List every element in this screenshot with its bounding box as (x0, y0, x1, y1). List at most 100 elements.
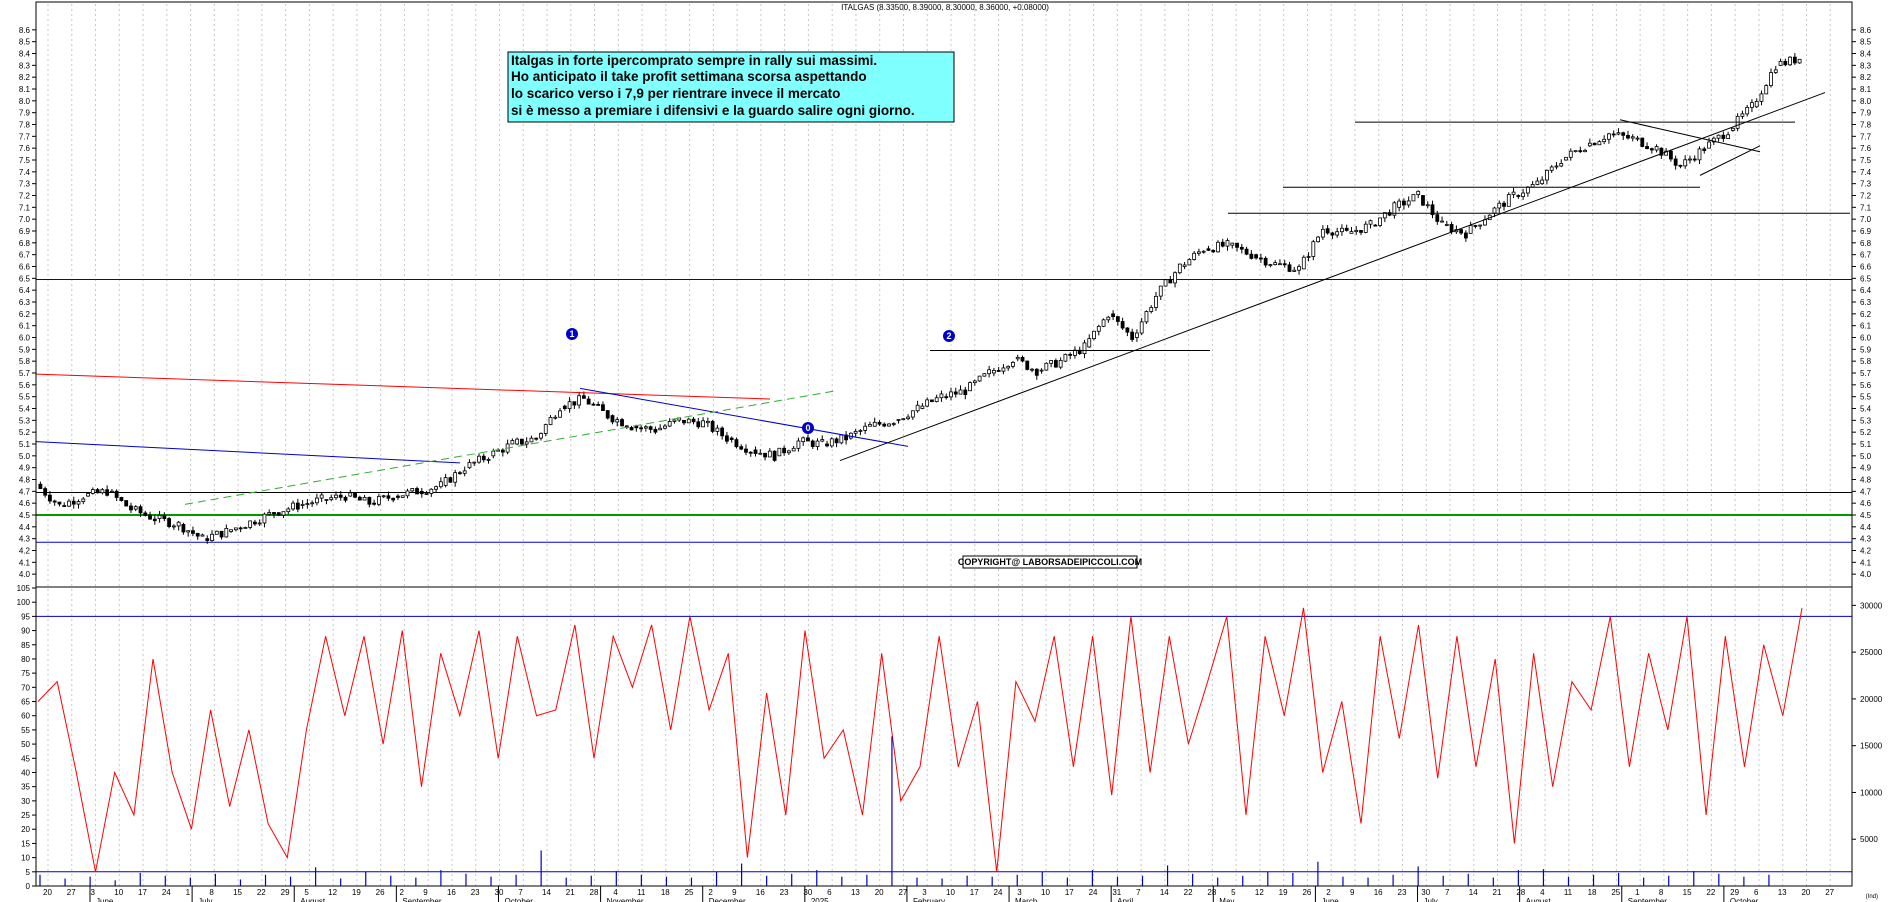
candle-body (334, 494, 338, 499)
candle-body (715, 427, 720, 432)
candle-body (1044, 362, 1049, 371)
candle-body (1611, 133, 1616, 136)
y-tick-label: 6.5 (1860, 274, 1872, 283)
candle-body (1754, 101, 1759, 108)
candle-body (1502, 202, 1506, 207)
candle-body (1468, 225, 1473, 234)
candle-body (1626, 134, 1630, 139)
candle-body (1306, 256, 1311, 258)
x-date-label: 31 (1112, 888, 1121, 897)
candle-body (1034, 368, 1039, 376)
candle-body (1340, 227, 1344, 233)
candle-body (1449, 224, 1454, 233)
corner-label: (Ind) (1866, 894, 1878, 900)
candle-body (1335, 231, 1340, 236)
candle-body (558, 410, 562, 418)
candle-body (1387, 212, 1392, 216)
candle-body (1273, 262, 1278, 266)
candle-body (157, 514, 162, 519)
candle-body (90, 489, 95, 494)
osc-tick-label: 5 (26, 868, 31, 877)
candle-body (939, 393, 944, 399)
oscillator-series-line (37, 607, 1803, 872)
osc-tick-label: 0 (26, 882, 31, 891)
x-date-label: 16 (756, 888, 765, 897)
candle-body (1597, 141, 1602, 146)
candle-body (643, 426, 648, 429)
candle-body (748, 451, 753, 454)
x-date-label: 24 (162, 888, 171, 897)
y-tick-label: 6.2 (19, 310, 31, 319)
candle-body (601, 404, 605, 411)
candle-body (829, 438, 834, 447)
candle-body (1216, 241, 1220, 253)
volume-tick-label: 10000 (1860, 788, 1883, 797)
candle-body (1511, 191, 1516, 195)
y-tick-label: 5.6 (1860, 381, 1872, 390)
y-tick-label: 6.9 (19, 227, 31, 236)
candle-body (791, 447, 796, 452)
candle-body (1645, 146, 1649, 150)
candle-body (200, 534, 205, 537)
candle-body (1692, 158, 1697, 161)
y-tick-label: 7.5 (19, 156, 31, 165)
candle-body (67, 500, 71, 507)
candle-body (658, 427, 663, 431)
candle-body (1416, 190, 1421, 195)
y-tick-label: 7.9 (1860, 109, 1872, 118)
y-tick-label: 7.2 (1860, 192, 1872, 201)
candle-body (1187, 259, 1192, 266)
y-tick-label: 6.6 (19, 263, 31, 272)
y-tick-label: 6.9 (1860, 227, 1872, 236)
candle-body (1163, 279, 1168, 287)
y-tick-label: 7.7 (19, 132, 31, 141)
x-date-label: 21 (1493, 888, 1502, 897)
candle-body (1411, 194, 1416, 202)
osc-tick-label: 25 (21, 811, 30, 820)
candle-body (701, 420, 705, 428)
candle-body (820, 439, 825, 442)
x-date-label: 25 (685, 888, 694, 897)
candle-body (891, 423, 896, 425)
candle-body (767, 450, 772, 458)
candle-body (1177, 263, 1182, 274)
candle-body (1659, 147, 1664, 156)
candle-body (667, 421, 672, 427)
candle-body (1039, 369, 1044, 372)
y-tick-label: 4.5 (1860, 511, 1872, 520)
x-month-label: November (607, 897, 644, 902)
candle-body (38, 483, 43, 489)
candle-body (1201, 250, 1206, 253)
x-date-label: 22 (1706, 888, 1715, 897)
candle-body (1287, 264, 1292, 272)
candle-body (515, 438, 520, 445)
candle-body (186, 530, 191, 533)
x-date-label: 2 (1326, 888, 1331, 897)
y-tick-label: 6.2 (1860, 310, 1872, 319)
candle-body (472, 461, 477, 464)
candle-body (210, 533, 214, 541)
candle-body (1211, 249, 1216, 253)
candle-body (1564, 156, 1568, 161)
osc-tick-label: 45 (21, 754, 30, 763)
candle-body (834, 438, 839, 444)
x-date-label: 28 (590, 888, 599, 897)
x-date-label: 6 (1754, 888, 1759, 897)
volume-tick-label: 30000 (1860, 601, 1883, 610)
candle-body (367, 496, 372, 505)
x-date-label: 16 (447, 888, 456, 897)
candle-body (1635, 137, 1640, 140)
x-date-label: 12 (328, 888, 337, 897)
candle-body (772, 450, 777, 461)
candle-body (1063, 353, 1068, 362)
candle-body (1382, 212, 1387, 219)
osc-tick-label: 95 (21, 612, 30, 621)
candle-body (1664, 150, 1669, 156)
candle-body (1144, 311, 1149, 323)
y-tick-label: 6.4 (19, 286, 31, 295)
candle-body (863, 425, 868, 431)
x-date-label: 9 (732, 888, 737, 897)
candle-body (291, 502, 295, 510)
y-tick-label: 5.9 (19, 345, 31, 354)
candle-body (815, 440, 820, 447)
